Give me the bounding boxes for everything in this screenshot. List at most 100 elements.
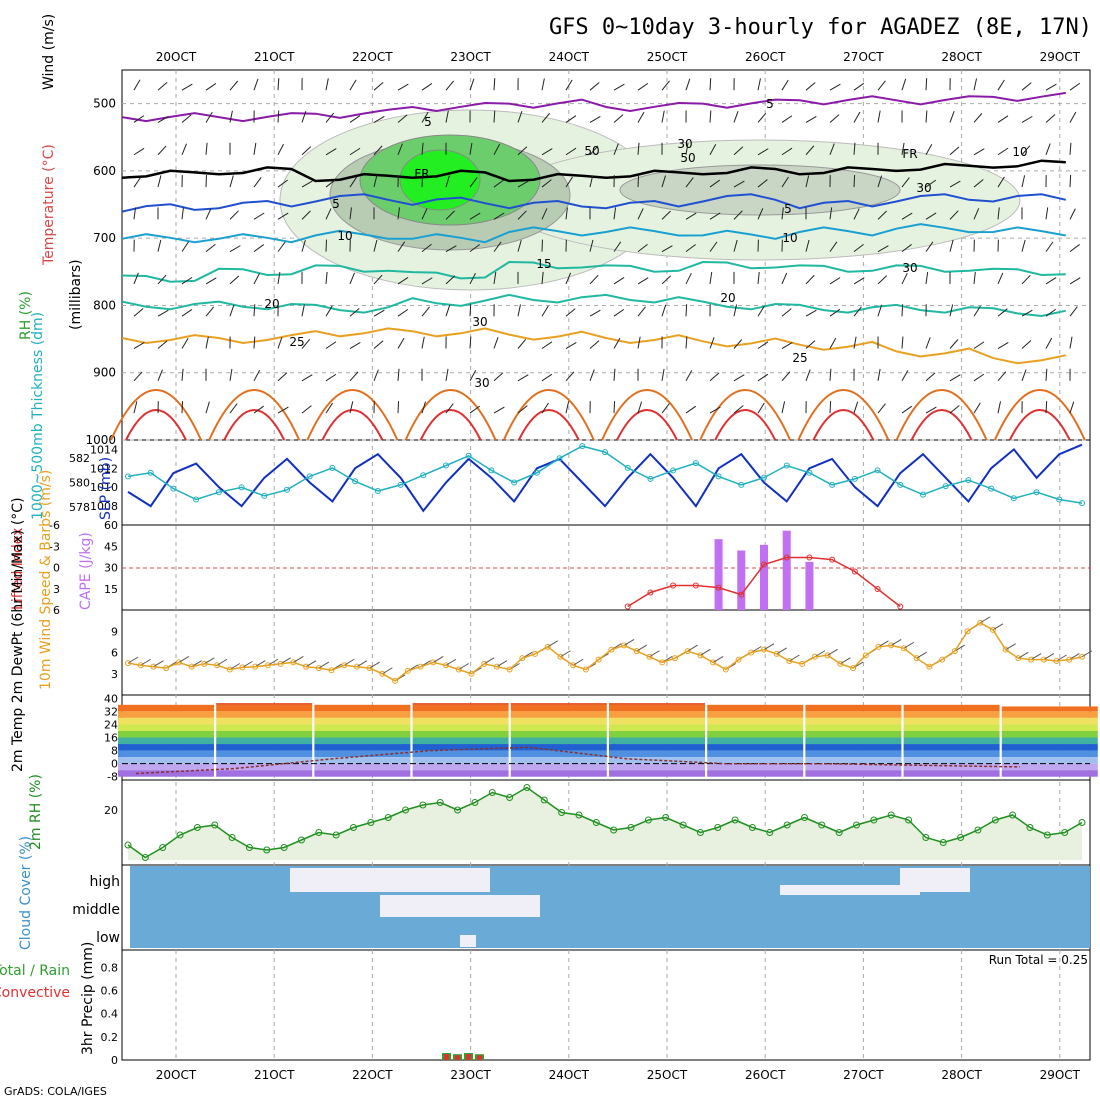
wind-barb-10m bbox=[1056, 654, 1067, 662]
chart-title: GFS 0~10day 3-hourly for AGADEZ (8E, 17N… bbox=[549, 15, 1092, 40]
contour-label: 5 bbox=[424, 115, 432, 129]
wind-barb bbox=[277, 372, 288, 382]
wind-barb bbox=[637, 208, 644, 220]
wind-barb bbox=[685, 244, 696, 253]
y-tick-label-temp: 16 bbox=[104, 732, 118, 745]
temp-band bbox=[510, 724, 607, 731]
wind-barb bbox=[853, 82, 865, 91]
wind-barb bbox=[997, 147, 1009, 156]
y-axis-label-wind: 10m Wind Speed & Barbs (m/s) bbox=[38, 470, 54, 690]
wind-barb bbox=[685, 304, 688, 317]
wind-barb bbox=[1069, 82, 1081, 91]
wind-barb bbox=[277, 78, 280, 91]
temp-band bbox=[510, 770, 607, 777]
y-tick-label-thickness: 578 bbox=[69, 501, 90, 514]
wind-point bbox=[519, 655, 526, 662]
temp-band bbox=[609, 717, 705, 725]
wind-barb bbox=[1045, 241, 1054, 252]
cloud-fill bbox=[380, 895, 540, 917]
wind-point bbox=[913, 655, 920, 662]
wind-barb bbox=[493, 271, 497, 285]
wind-barb bbox=[277, 143, 284, 155]
isotherm-arc-35 bbox=[321, 409, 384, 441]
wind-barb bbox=[397, 337, 405, 349]
wind-barb bbox=[133, 115, 145, 123]
thickness-point bbox=[420, 472, 427, 479]
wind-barb bbox=[301, 374, 313, 382]
wind-barb bbox=[349, 176, 358, 188]
wind-barb-10m bbox=[1018, 651, 1029, 659]
temp-band bbox=[510, 737, 607, 745]
cloud-level-label: high bbox=[89, 874, 120, 890]
isotherm-arc-35 bbox=[714, 409, 777, 441]
wind-barb bbox=[1045, 207, 1049, 220]
temp-band bbox=[609, 704, 705, 712]
isotherm-arc-35 bbox=[517, 409, 580, 441]
wind-barb bbox=[589, 340, 600, 349]
rh-point bbox=[540, 796, 548, 804]
wind-barb bbox=[637, 82, 649, 91]
wind-barb bbox=[565, 115, 577, 123]
wind-point bbox=[417, 663, 424, 670]
wind-barb-10m bbox=[979, 616, 991, 624]
rh-region-90 bbox=[399, 149, 481, 211]
wind-barb bbox=[877, 275, 888, 285]
wind-barb bbox=[757, 341, 769, 349]
wind-barb bbox=[661, 210, 671, 220]
wind-barb bbox=[685, 336, 688, 349]
temp-band bbox=[118, 730, 214, 738]
temp-band bbox=[903, 750, 1000, 758]
wind-barb bbox=[253, 273, 261, 285]
rh-point bbox=[939, 839, 947, 846]
wind-barb bbox=[637, 243, 648, 253]
wind-barb bbox=[949, 111, 955, 123]
wind-barb bbox=[469, 405, 481, 414]
date-label-bottom: 28OCT bbox=[941, 1068, 982, 1082]
wind-barb-10m bbox=[483, 657, 495, 665]
contour-label: 10 bbox=[782, 231, 797, 245]
temp-band bbox=[805, 744, 902, 751]
wind-barb bbox=[901, 244, 912, 253]
wind-barb bbox=[781, 401, 786, 414]
wind-barb bbox=[709, 212, 721, 220]
wind-barb bbox=[1045, 114, 1056, 123]
wind-barb bbox=[733, 239, 738, 252]
contour-label: 5 bbox=[766, 97, 774, 111]
wind-barb bbox=[589, 145, 599, 156]
contour-label: 30 bbox=[474, 376, 489, 390]
thickness-point bbox=[738, 481, 745, 488]
wind-barb bbox=[973, 78, 978, 91]
wind-barb bbox=[829, 114, 840, 123]
rh-point bbox=[748, 824, 756, 831]
wind-barb bbox=[709, 78, 712, 91]
contour-label: 50 bbox=[680, 151, 695, 165]
li-point bbox=[851, 568, 858, 575]
contour-label: 20 bbox=[264, 297, 279, 311]
wind-barb bbox=[541, 373, 553, 382]
wind-barb bbox=[517, 180, 529, 188]
wind-barb bbox=[205, 243, 216, 253]
wind-barb bbox=[853, 208, 860, 220]
rh-point bbox=[1061, 829, 1069, 836]
cloud-fill bbox=[780, 885, 920, 895]
wind-barb-10m bbox=[343, 658, 355, 666]
wind-barb bbox=[157, 369, 163, 381]
wind-barb bbox=[925, 179, 937, 188]
temp-band bbox=[412, 704, 509, 712]
wind-barb bbox=[181, 401, 184, 414]
wind-barb-10m bbox=[687, 644, 698, 652]
temp-band bbox=[707, 724, 804, 731]
y-tick-label-slp: 1008 bbox=[90, 500, 118, 513]
wind-barb bbox=[685, 212, 697, 220]
wind-barb bbox=[349, 401, 354, 414]
wind-barb-10m bbox=[356, 660, 368, 668]
rh-point bbox=[402, 806, 410, 814]
wind-barb bbox=[205, 306, 215, 317]
wind-barb bbox=[157, 239, 162, 252]
y-tick-label-cape: 60 bbox=[104, 519, 118, 532]
wind-barb bbox=[1069, 142, 1072, 155]
wind-barb bbox=[133, 79, 141, 91]
temp-band bbox=[118, 724, 214, 731]
temp-band bbox=[314, 770, 411, 777]
wind-barb bbox=[805, 274, 815, 285]
